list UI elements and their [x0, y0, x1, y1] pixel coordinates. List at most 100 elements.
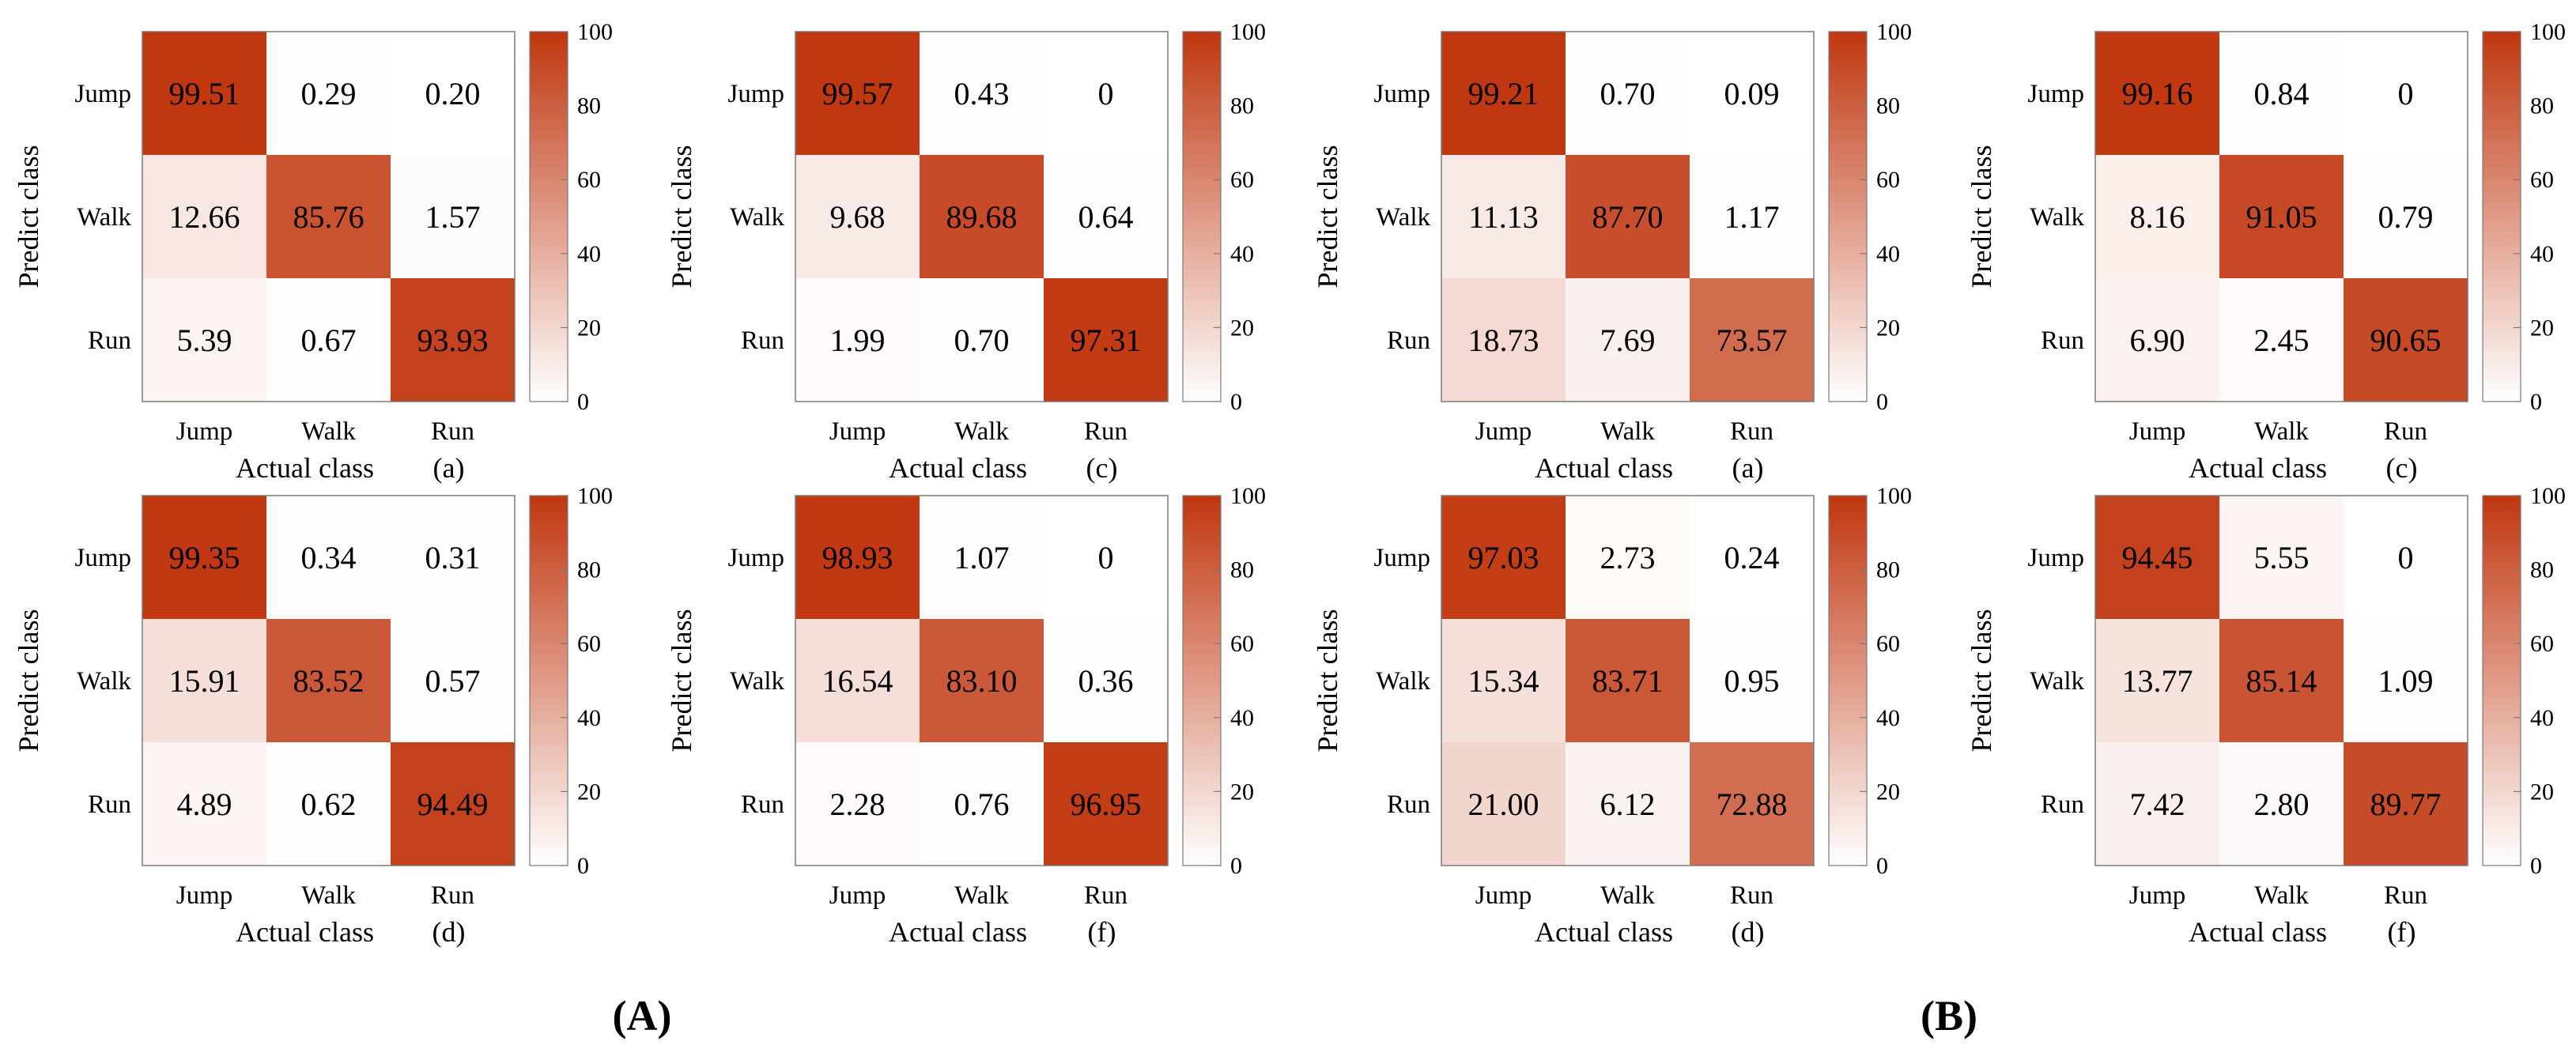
- confusion-matrix-panel-3: 99.21 0.70 0.09 11.13 87.70 1.17 18.73 7.69 73.5…: [1312, 19, 1912, 484]
- colorbar-tick-label: 40: [1230, 241, 1254, 267]
- x-tick-label: Jump: [2129, 417, 2186, 446]
- panels-layer: 99.51 0.29 0.20 12.66 85.76 1.57 5.39 0.67 93.93…: [13, 19, 2566, 948]
- cell-value-label: 0.24: [1724, 540, 1780, 575]
- colorbar: [529, 31, 568, 402]
- matrix-cell: [2344, 742, 2468, 866]
- matrix-cell: [920, 619, 1044, 743]
- matrix-cell: [1044, 278, 1169, 402]
- cell-value-label: 9.68: [830, 199, 886, 235]
- y-axis-label: Predict class: [1966, 145, 1997, 289]
- matrix-cell: [1441, 278, 1566, 402]
- y-tick-label: Walk: [2030, 667, 2084, 696]
- matrix-frame: [142, 31, 516, 402]
- cell-value-label: 94.49: [417, 787, 489, 822]
- y-tick-label: Walk: [77, 667, 131, 696]
- y-tick-label: Run: [88, 326, 131, 355]
- panel-label: (a): [1732, 452, 1764, 484]
- y-axis-label: Predict class: [13, 145, 44, 289]
- y-tick-label: Run: [2041, 326, 2084, 355]
- matrix-cell: [1690, 278, 1815, 402]
- colorbar-tick-label: 40: [577, 705, 601, 731]
- cell-value-label: 0: [2398, 540, 2414, 575]
- colorbar-tick-label: 0: [1876, 389, 1888, 415]
- colorbar-tick-label: 20: [1876, 779, 1900, 805]
- confusion-matrix-panel-2: 99.57 0.43 0 9.68 89.68 0.64 1.99 0.70 97.31 Jump…: [666, 19, 1266, 484]
- matrix-cell: [142, 496, 267, 620]
- cell-value-label: 0.84: [2254, 76, 2310, 111]
- cell-value-label: 15.91: [169, 663, 240, 699]
- colorbar-tick-label: 60: [2530, 631, 2554, 657]
- group-label-a: (A): [613, 992, 672, 1039]
- matrix-cell: [795, 742, 920, 866]
- cell-value-label: 0.67: [301, 323, 357, 358]
- matrix-cell: [2095, 742, 2220, 866]
- panel-label: (f): [1088, 916, 1116, 948]
- colorbar-tick-label: 100: [2530, 19, 2566, 45]
- panel-label: (f): [2388, 916, 2416, 948]
- x-axis-label: Actual class: [2189, 916, 2327, 948]
- y-axis-label: Predict class: [1312, 145, 1343, 289]
- matrix-cell: [1690, 619, 1815, 743]
- matrix-cell: [1044, 155, 1169, 279]
- matrix-cell: [142, 155, 267, 279]
- colorbar-tick-label: 40: [1230, 705, 1254, 731]
- matrix-cell: [795, 619, 920, 743]
- matrix-cell: [920, 155, 1044, 279]
- cell-value-label: 0: [1098, 540, 1114, 575]
- matrix-cell: [142, 619, 267, 743]
- x-tick-label: Walk: [1600, 417, 1655, 446]
- colorbar-tick-label: 100: [577, 483, 613, 509]
- matrix-cell: [2095, 32, 2220, 156]
- cell-value-label: 2.73: [1600, 540, 1656, 575]
- cell-value-label: 0.43: [954, 76, 1010, 111]
- cell-value-label: 97.31: [1071, 323, 1142, 358]
- cell-value-label: 87.70: [1592, 199, 1664, 235]
- y-axis-label: Predict class: [666, 609, 697, 753]
- matrix-cell: [2095, 155, 2220, 279]
- y-tick-label: Walk: [730, 667, 784, 696]
- colorbar-tick-label: 80: [2530, 93, 2554, 119]
- colorbar-tick-label: 100: [1876, 483, 1912, 509]
- matrix-cell: [2219, 32, 2344, 156]
- y-axis-label: Predict class: [1312, 609, 1343, 753]
- cell-value-label: 0.09: [1724, 76, 1780, 111]
- matrix-cell: [266, 496, 391, 620]
- cell-value-label: 7.42: [2130, 787, 2185, 822]
- cell-value-label: 6.12: [1600, 787, 1656, 822]
- colorbar-tick-label: 100: [1876, 19, 1912, 45]
- y-tick-label: Jump: [727, 544, 784, 572]
- cell-value-label: 85.76: [293, 199, 364, 235]
- matrix-frame: [2094, 31, 2468, 402]
- y-tick-label: Run: [1387, 790, 1430, 819]
- matrix-cell: [266, 32, 391, 156]
- matrix-cell: [2219, 496, 2344, 620]
- cell-value-label: 0.34: [301, 540, 357, 575]
- confusion-matrix-panel-5: 99.35 0.34 0.31 15.91 83.52 0.57 4.89 0.62 94.49…: [13, 483, 613, 948]
- cell-value-label: 16.54: [822, 663, 893, 699]
- matrix-cell: [1441, 155, 1566, 279]
- x-tick-label: Jump: [1475, 417, 1532, 446]
- x-tick-label: Walk: [2254, 417, 2309, 446]
- matrix-frame: [795, 495, 1169, 866]
- colorbar-tick-label: 0: [1876, 853, 1888, 879]
- cell-value-label: 83.10: [946, 663, 1018, 699]
- matrix-frame: [1441, 31, 1815, 402]
- cell-value-label: 0.57: [425, 663, 481, 699]
- y-tick-label: Run: [741, 326, 784, 355]
- cell-value-label: 0.95: [1724, 663, 1780, 699]
- cell-value-label: 1.09: [2378, 663, 2434, 699]
- matrix-cell: [1441, 496, 1566, 620]
- colorbar-tick-label: 60: [577, 631, 601, 657]
- panel-label: (d): [1732, 916, 1765, 948]
- colorbar-tick-label: 80: [1876, 93, 1900, 119]
- group-label-b: (B): [1921, 992, 1977, 1039]
- cell-value-label: 0: [1098, 76, 1114, 111]
- x-tick-label: Run: [2384, 881, 2427, 910]
- matrix-cell: [2344, 278, 2468, 402]
- matrix-cell: [266, 155, 391, 279]
- y-tick-label: Jump: [2027, 80, 2084, 108]
- colorbar-tick-label: 80: [1230, 557, 1254, 583]
- cell-value-label: 5.39: [177, 323, 232, 358]
- cell-value-label: 94.45: [2122, 540, 2193, 575]
- cell-value-label: 0.79: [2378, 199, 2434, 235]
